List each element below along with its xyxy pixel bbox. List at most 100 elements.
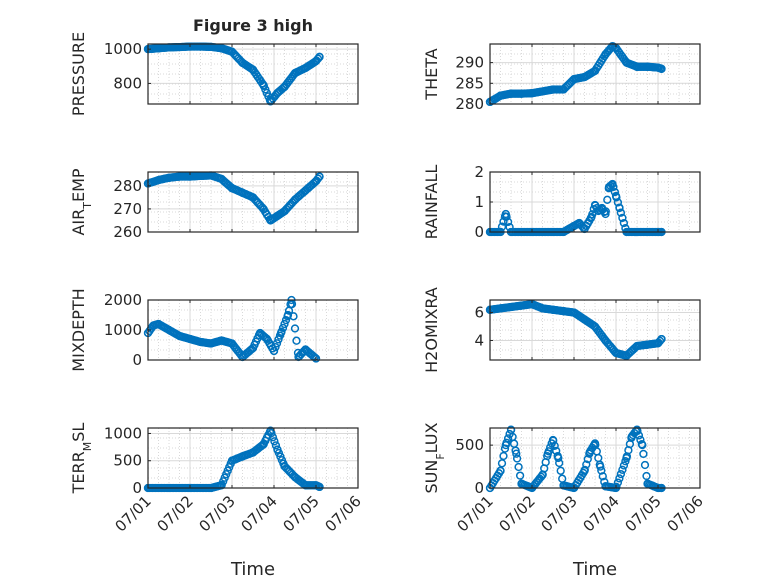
data-point bbox=[217, 481, 226, 490]
data-point bbox=[548, 305, 558, 314]
data-point bbox=[206, 339, 216, 348]
data-point bbox=[597, 203, 607, 213]
data-point bbox=[273, 445, 282, 454]
y-tick-label: 260 bbox=[113, 223, 142, 241]
data-point bbox=[280, 462, 289, 471]
data-point bbox=[608, 179, 617, 189]
data-point bbox=[175, 172, 184, 181]
y-axis-label: SUNFLUX bbox=[422, 422, 447, 493]
y-tick-label: 4 bbox=[474, 331, 484, 349]
data-point bbox=[632, 341, 642, 351]
panel-pressure: 800 1000 PRESSURE bbox=[69, 32, 359, 116]
data-point bbox=[315, 172, 324, 181]
data-point bbox=[310, 353, 319, 362]
panel-rainfall: 0 1 2 RAINFALL bbox=[422, 163, 701, 241]
data-point bbox=[590, 439, 600, 448]
y-tick-label: 290 bbox=[455, 54, 484, 72]
data-point bbox=[154, 319, 163, 329]
data-point bbox=[255, 328, 265, 338]
data-point bbox=[643, 62, 652, 71]
data-point bbox=[618, 213, 627, 223]
data-point bbox=[217, 44, 226, 53]
data-point bbox=[619, 218, 629, 228]
data-point bbox=[496, 304, 505, 313]
y-tick-label: 270 bbox=[113, 200, 142, 218]
data-point bbox=[185, 334, 195, 344]
data-point bbox=[276, 328, 286, 338]
data-point bbox=[196, 337, 205, 347]
data-point bbox=[580, 466, 589, 476]
data-point bbox=[517, 89, 526, 98]
panel-mixdepth: 0 1000 2000 MIXDEPTH bbox=[69, 288, 359, 372]
x-tick-label: 07/02 bbox=[154, 492, 197, 535]
data-point bbox=[227, 456, 237, 465]
data-point bbox=[301, 63, 310, 73]
data-point bbox=[497, 222, 507, 231]
data-point bbox=[597, 466, 606, 475]
data-point bbox=[615, 474, 624, 483]
y-axis-label: MIXDEPTH bbox=[69, 288, 88, 371]
x-tick-label: 07/01 bbox=[112, 492, 155, 535]
data-point bbox=[289, 312, 298, 321]
data-point bbox=[301, 481, 310, 490]
data-point bbox=[616, 469, 626, 479]
data-point bbox=[559, 481, 568, 490]
data-point bbox=[154, 175, 163, 185]
data-point bbox=[598, 472, 607, 481]
data-point bbox=[632, 425, 642, 434]
data-point bbox=[185, 42, 195, 51]
panel-h2omixra: 4 6 H2OMIXRA bbox=[422, 287, 701, 373]
y-tick-label: 0 bbox=[132, 479, 142, 497]
data-point bbox=[248, 343, 258, 353]
data-point bbox=[164, 325, 174, 335]
data-point bbox=[643, 479, 652, 488]
data-point bbox=[217, 336, 226, 345]
axes-box bbox=[147, 43, 359, 105]
x-tick-label: 07/05 bbox=[622, 492, 665, 535]
panel-air-temp: 260 270 280 AIRTEMP bbox=[69, 168, 359, 241]
data-point bbox=[590, 200, 600, 210]
data-point bbox=[262, 334, 272, 344]
data-point bbox=[227, 47, 237, 56]
data-point bbox=[515, 471, 525, 480]
y-tick-label: 500 bbox=[113, 452, 142, 470]
data-point bbox=[556, 466, 565, 475]
data-point bbox=[611, 348, 621, 358]
data-point bbox=[512, 454, 522, 463]
data-point bbox=[538, 304, 547, 313]
data-point bbox=[619, 461, 629, 470]
x-tick-label: 07/03 bbox=[538, 492, 581, 535]
data-point bbox=[217, 174, 226, 184]
data-point bbox=[590, 322, 600, 331]
data-point bbox=[290, 472, 300, 482]
y-axis-label: H2OMIXRA bbox=[422, 287, 441, 373]
data-point bbox=[271, 342, 280, 352]
data-point bbox=[506, 302, 516, 312]
data-point bbox=[517, 479, 526, 488]
data-point bbox=[601, 209, 610, 219]
x-tick-label: 07/04 bbox=[580, 492, 623, 535]
y-tick-label: 280 bbox=[113, 177, 142, 195]
data-point bbox=[290, 195, 300, 204]
y-axis-label: THETA bbox=[422, 48, 441, 100]
figure-title: Figure 3 high bbox=[193, 16, 313, 35]
y-tick-label: 0 bbox=[474, 223, 484, 241]
data-point bbox=[238, 58, 247, 68]
data-point bbox=[290, 68, 300, 78]
axes-box bbox=[489, 299, 701, 361]
x-tick-label: 07/02 bbox=[496, 492, 539, 535]
x-tick-label: 07/03 bbox=[196, 492, 239, 535]
data-point bbox=[643, 340, 652, 349]
data-point bbox=[154, 44, 163, 53]
y-tick-label: 2000 bbox=[104, 291, 142, 309]
data-point bbox=[640, 460, 650, 470]
x-tick-label: 07/01 bbox=[454, 492, 497, 535]
data-point bbox=[238, 188, 247, 197]
data-point bbox=[587, 212, 596, 222]
data-point bbox=[248, 193, 258, 202]
data-point bbox=[585, 447, 594, 457]
y-tick-label: 280 bbox=[455, 95, 484, 113]
data-point bbox=[259, 80, 268, 90]
